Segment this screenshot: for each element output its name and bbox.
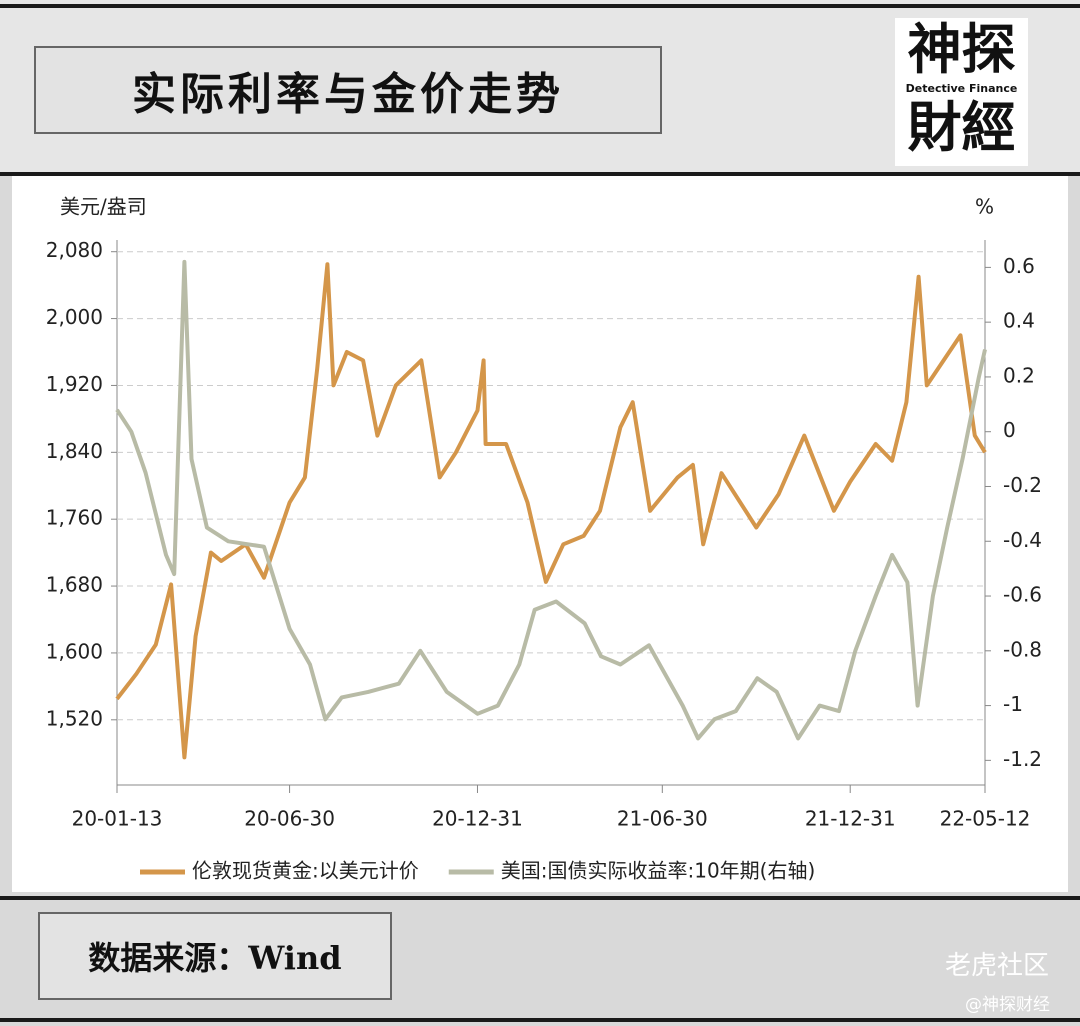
logo-top: 神探 bbox=[907, 18, 1016, 81]
y-tick-label: 2,080 bbox=[46, 238, 103, 262]
y-axis-label: 美元/盎司 bbox=[60, 195, 147, 219]
y2-tick-label: -0.8 bbox=[1003, 637, 1042, 661]
x-tick-label: 21-12-31 bbox=[805, 807, 896, 831]
y-tick-label: 1,520 bbox=[46, 706, 103, 730]
y2-tick-label: 0.4 bbox=[1003, 309, 1035, 333]
legend-label: 伦敦现货黄金:以美元计价 bbox=[192, 859, 419, 883]
rule bbox=[0, 1018, 1080, 1022]
y2-tick-label: -1.2 bbox=[1003, 747, 1042, 771]
watermark: 老虎社区 bbox=[945, 951, 1050, 981]
source: 数据来源：Wind bbox=[38, 912, 392, 1000]
y2-tick-label: 0.6 bbox=[1003, 254, 1035, 278]
y-tick-label: 1,680 bbox=[46, 573, 103, 597]
y2-tick-label: -0.6 bbox=[1003, 583, 1042, 607]
x-tick-label: 20-06-30 bbox=[244, 807, 335, 831]
y2-tick-label: 0 bbox=[1003, 418, 1016, 442]
x-tick-label: 21-06-30 bbox=[617, 807, 708, 831]
rule bbox=[0, 4, 1080, 8]
logo-bottom: 財經 bbox=[907, 96, 1016, 159]
y2-tick-label: 0.2 bbox=[1003, 363, 1035, 387]
y2-axis-label: % bbox=[975, 195, 994, 219]
logo: 神探 Detective Finance 財經 bbox=[895, 18, 1028, 166]
title: 实际利率与金价走势 bbox=[34, 46, 662, 134]
plot-background bbox=[12, 176, 1068, 892]
y-tick-label: 1,840 bbox=[46, 439, 103, 463]
y-tick-label: 1,920 bbox=[46, 372, 103, 396]
series-line bbox=[115, 262, 987, 760]
legend-label: 美国:国债实际收益率:10年期(右轴) bbox=[501, 859, 816, 883]
y-tick-label: 1,760 bbox=[46, 506, 103, 530]
rule bbox=[0, 172, 1080, 176]
y-tick-label: 2,000 bbox=[46, 305, 103, 329]
x-tick-label: 20-12-31 bbox=[432, 807, 523, 831]
logo-middle: Detective Finance bbox=[905, 82, 1018, 95]
credit: @神探财经 bbox=[965, 995, 1050, 1015]
y-tick-label: 1,600 bbox=[46, 639, 103, 663]
y2-tick-label: -0.4 bbox=[1003, 528, 1042, 552]
y2-tick-label: -0.2 bbox=[1003, 473, 1042, 497]
rule bbox=[0, 896, 1080, 900]
y2-tick-label: -1 bbox=[1003, 692, 1023, 716]
series-line bbox=[115, 259, 987, 741]
x-tick-label: 20-01-13 bbox=[72, 807, 163, 831]
chart: 美元/盎司 % 1,520 1,600 1,680 1,760 1,840 1,920 2,… bbox=[12, 176, 1068, 892]
x-tick-label: 22-05-12 bbox=[940, 807, 1031, 831]
